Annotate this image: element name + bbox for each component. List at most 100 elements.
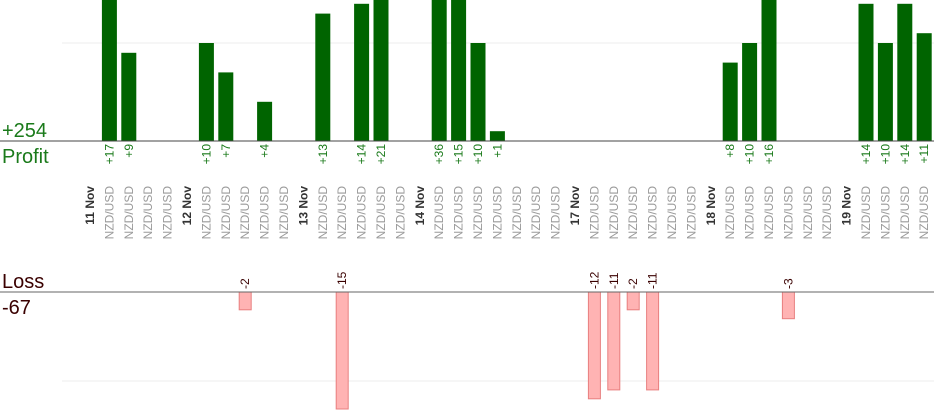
pair-label: NZD/USD: [355, 186, 369, 240]
date-label: 18 Nov: [704, 186, 718, 226]
pair-label: NZD/USD: [743, 186, 757, 240]
pair-label: NZD/USD: [199, 186, 213, 240]
pair-label: NZD/USD: [238, 186, 252, 240]
profit-value-labels: +17 +9 +10 +7 +4 +13 +14 +21 +36 +15 +10 +1 +8 +10 +16…: [102, 144, 931, 165]
profit-label: Profit: [2, 146, 49, 168]
pair-label: NZD/USD: [452, 186, 466, 240]
pair-label: NZD/USD: [762, 186, 776, 240]
pair-label: NZD/USD: [258, 186, 272, 240]
loss-bars: [238, 291, 795, 410]
profit-value-label: +1: [490, 144, 504, 158]
loss-value-labels: -2-15-12-11-2-11-3-11: [238, 271, 795, 289]
pair-label: NZD/USD: [102, 186, 116, 240]
pair-label: NZD/USD: [820, 186, 834, 240]
pair-label: NZD/USD: [490, 186, 504, 240]
category-labels: 11 Nov NZD/USD NZD/USD NZD/USD NZD/USD 12 Nov…: [83, 186, 931, 240]
profit-value-label: +7: [219, 144, 233, 158]
pair-label: NZD/USD: [878, 186, 892, 240]
loss-value-label: -2: [238, 278, 252, 289]
date-label: 11 Nov: [83, 186, 97, 225]
pair-label: NZD/USD: [219, 186, 233, 240]
profit-value-label: +10: [743, 144, 757, 165]
profit-value-label: +13: [316, 144, 330, 165]
pair-label: NZD/USD: [859, 186, 873, 240]
profit-value-label: +36: [432, 144, 446, 165]
loss-value-label: -11: [646, 272, 660, 289]
profit-value-label: +4: [258, 144, 272, 158]
pair-label: NZD/USD: [801, 186, 815, 240]
profit-bar: [257, 101, 273, 141]
profit-bar: [198, 43, 214, 141]
pair-label: NZD/USD: [781, 186, 795, 240]
profit-bars: [101, 0, 932, 142]
profit-bar: [373, 0, 389, 141]
loss-bar: [607, 291, 621, 391]
pair-label: NZD/USD: [626, 186, 640, 240]
date-label: 13 Nov: [296, 186, 310, 226]
profit-total: +254: [2, 120, 47, 142]
pair-label: NZD/USD: [529, 186, 543, 240]
pair-label: NZD/USD: [335, 186, 349, 240]
pair-label: NZD/USD: [665, 186, 679, 240]
profit-value-label: +14: [859, 144, 873, 165]
pair-label: NZD/USD: [510, 186, 524, 240]
profit-bar: [858, 3, 874, 141]
profit-value-label: +14: [898, 144, 912, 165]
pair-label: NZD/USD: [723, 186, 737, 240]
pair-label: NZD/USD: [471, 186, 485, 240]
profit-bar: [121, 52, 137, 141]
pair-label: NZD/USD: [374, 186, 388, 240]
profit-bar: [431, 0, 447, 141]
profit-bar: [761, 0, 777, 141]
loss-value-label: -11: [607, 272, 621, 289]
profit-value-label: +8: [723, 144, 737, 158]
pair-label: NZD/USD: [432, 186, 446, 240]
loss-value-label: -2: [626, 278, 640, 289]
loss-value-label: -3: [781, 278, 795, 289]
pair-label: NZD/USD: [141, 186, 155, 240]
loss-bar: [587, 291, 601, 400]
pair-label: NZD/USD: [587, 186, 601, 240]
profit-value-label: +21: [374, 144, 388, 165]
pair-label: NZD/USD: [277, 186, 291, 240]
date-label: 19 Nov: [840, 186, 854, 226]
loss-bar: [781, 291, 795, 320]
pair-label: NZD/USD: [684, 186, 698, 240]
profit-value-label: +9: [122, 144, 136, 158]
loss-value-label: -12: [587, 271, 601, 289]
profit-bar: [101, 0, 117, 141]
pair-label: NZD/USD: [161, 186, 175, 240]
pair-label: NZD/USD: [122, 186, 136, 240]
date-label: 17 Nov: [568, 186, 582, 226]
loss-bar: [335, 291, 349, 410]
profit-bar: [916, 33, 932, 142]
loss-label: Loss: [2, 271, 44, 293]
pair-label: NZD/USD: [607, 186, 621, 240]
profit-value-label: +15: [452, 144, 466, 165]
profit-bar: [742, 43, 758, 141]
loss-bar: [238, 291, 252, 311]
profit-bar: [470, 43, 486, 141]
date-label: 14 Nov: [413, 186, 427, 226]
pair-label: NZD/USD: [393, 186, 407, 240]
pair-label: NZD/USD: [316, 186, 330, 240]
profit-bar: [354, 3, 370, 141]
profit-bar: [218, 72, 234, 141]
pair-label: NZD/USD: [549, 186, 563, 240]
profit-bar: [877, 43, 893, 141]
date-label: 12 Nov: [180, 186, 194, 226]
loss-bar: [626, 291, 640, 311]
profit-value-label: +17: [102, 144, 116, 165]
profit-value-label: +16: [762, 144, 776, 165]
profit-bar: [722, 62, 738, 141]
loss-bar: [646, 291, 660, 391]
profit-value-label: +10: [471, 144, 485, 165]
loss-value-label: -15: [335, 271, 349, 289]
profit-bar: [489, 131, 505, 141]
loss-total: -67: [2, 297, 31, 319]
profit-value-label: +10: [199, 144, 213, 165]
profit-value-label: +14: [355, 144, 369, 165]
profit-value-label: +11: [917, 144, 931, 164]
pair-label: NZD/USD: [646, 186, 660, 240]
